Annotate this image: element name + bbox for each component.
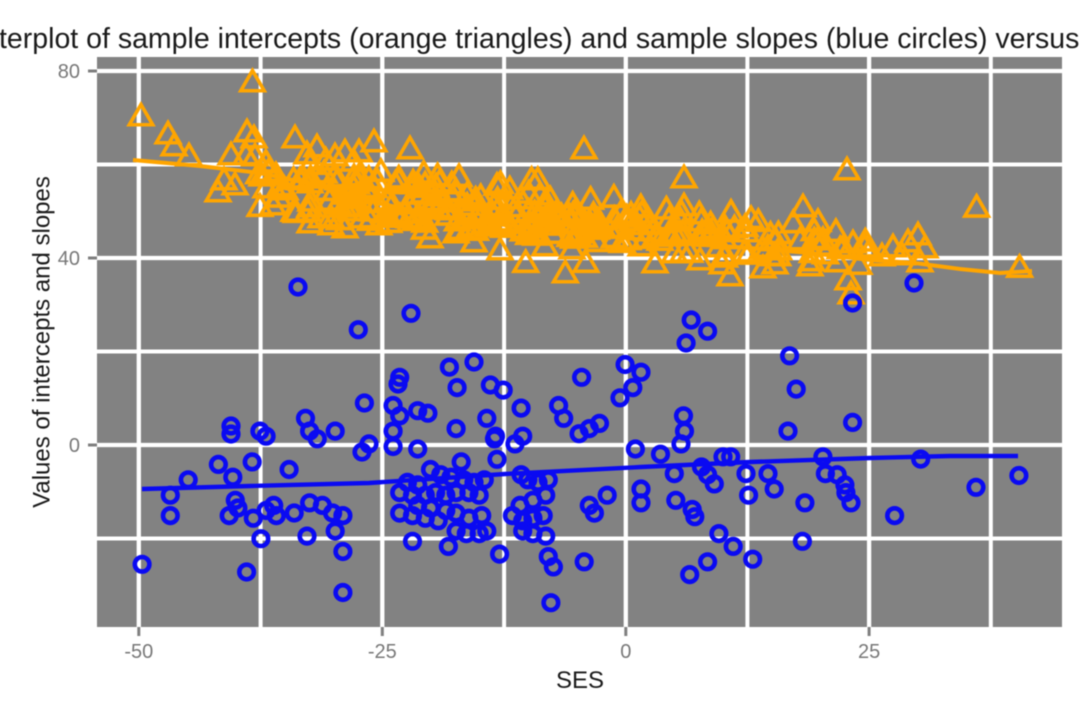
svg-text:80: 80 [58,61,80,83]
svg-text:-50: -50 [124,641,153,663]
svg-text:0: 0 [620,641,631,663]
svg-text:25: 25 [858,641,880,663]
svg-text:terplot of sample intercepts (: terplot of sample intercepts (orange tri… [0,23,1079,55]
svg-text:40: 40 [58,248,80,270]
svg-text:0: 0 [69,435,80,457]
svg-text:-25: -25 [368,641,397,663]
svg-text:Values of intercepts and slope: Values of intercepts and slopes [29,176,56,508]
svg-text:SES: SES [556,667,604,694]
